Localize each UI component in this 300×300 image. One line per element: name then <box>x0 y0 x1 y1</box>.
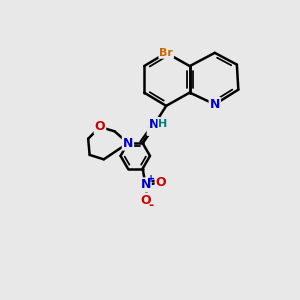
Text: N: N <box>210 98 220 111</box>
Text: O: O <box>140 194 151 207</box>
Text: O: O <box>94 120 105 134</box>
Text: O: O <box>156 176 166 189</box>
Text: +: + <box>147 174 155 184</box>
Text: Br: Br <box>159 48 173 58</box>
Text: N: N <box>123 136 133 150</box>
Text: H: H <box>158 119 167 130</box>
Text: N: N <box>140 178 151 191</box>
Text: -: - <box>148 199 153 212</box>
Text: O: O <box>148 122 158 135</box>
Text: N: N <box>149 118 160 131</box>
